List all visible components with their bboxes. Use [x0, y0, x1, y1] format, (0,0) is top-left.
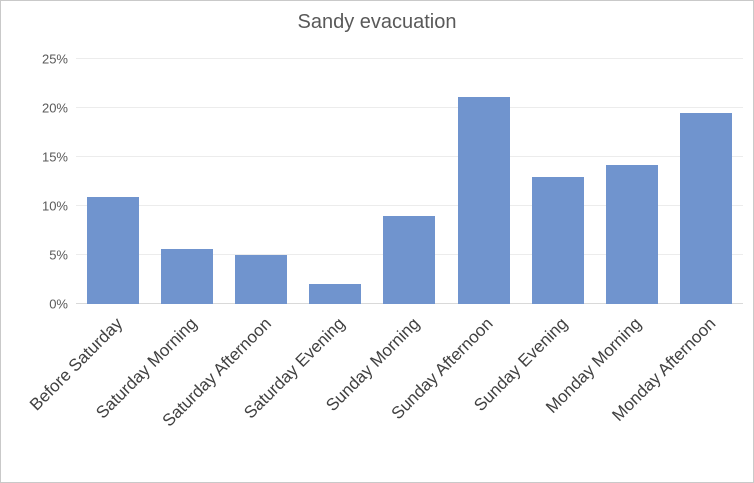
- bar-slot: [521, 59, 595, 304]
- bar-slot: [298, 59, 372, 304]
- plot-area: 0% 5% 10% 15% 20% 25% Before Saturday Saturday…: [26, 53, 743, 430]
- gridline: [76, 107, 743, 108]
- bar-slot: [372, 59, 446, 304]
- bar-slot: [76, 59, 150, 304]
- x-axis-labels: Before Saturday Saturday Morning Saturday …: [26, 304, 743, 482]
- y-tick-label: 0%: [49, 296, 68, 312]
- bar-slot: [669, 59, 743, 304]
- bar-before-saturday: [87, 197, 140, 304]
- bar-sunday-morning: [383, 215, 436, 304]
- gridline: [76, 156, 743, 157]
- bar-saturday-afternoon: [235, 255, 288, 304]
- bar-sunday-afternoon: [457, 97, 510, 304]
- bar-slot: [595, 59, 669, 304]
- bar-sunday-evening: [531, 176, 584, 304]
- chart-title: Sandy evacuation: [297, 11, 457, 33]
- bar-slot: [150, 59, 224, 304]
- y-tick-label: 15%: [41, 149, 68, 165]
- bars-layer: [76, 59, 743, 304]
- y-tick-label: 25%: [41, 51, 68, 67]
- bar-monday-afternoon: [679, 112, 732, 304]
- gridline: [76, 58, 743, 59]
- y-tick-label: 10%: [41, 198, 68, 214]
- gridline: [76, 205, 743, 206]
- bar-slot: [224, 59, 298, 304]
- y-tick-label: 20%: [41, 100, 68, 116]
- y-tick-label: 5%: [49, 247, 68, 263]
- bar-saturday-morning: [161, 249, 214, 304]
- bar-saturday-evening: [309, 284, 362, 304]
- bar-monday-morning: [605, 164, 658, 304]
- bar-slot: [447, 59, 521, 304]
